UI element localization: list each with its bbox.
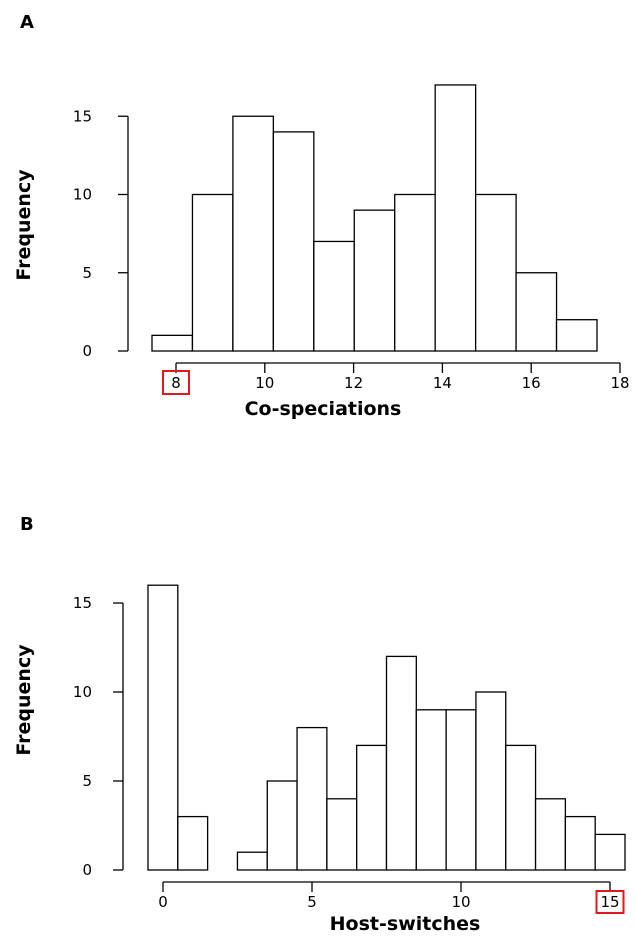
histogram-bar: [564, 815, 596, 871]
histogram-bar: [313, 240, 355, 352]
x-tick-label: 12: [344, 374, 363, 392]
histogram-bar: [594, 833, 626, 871]
histogram-bar: [555, 319, 598, 352]
highlight-box: [595, 890, 625, 914]
y-axis-title: Frequency: [13, 169, 35, 281]
x-tick-label: 8: [171, 374, 181, 392]
histogram-bar: [415, 709, 447, 871]
histogram-bar: [385, 655, 417, 871]
histogram-bar: [445, 709, 477, 871]
histogram-bar: [353, 209, 396, 352]
histogram-bar: [236, 851, 268, 871]
panel-label: B: [20, 514, 34, 535]
y-tick-label: 0: [82, 861, 92, 879]
x-tick-label: 0: [158, 893, 168, 911]
x-tick-label: 16: [522, 374, 541, 392]
histogram-bar: [434, 84, 477, 352]
histogram-bar: [356, 744, 388, 871]
histogram-bar: [266, 780, 298, 871]
histogram-bar: [394, 193, 436, 352]
y-tick-label: 15: [73, 594, 92, 612]
histogram-bar: [296, 726, 328, 871]
histogram-panel-b: B 0 5 10 15 0 5 10 15 Host-switches Frequency: [13, 514, 626, 935]
histogram-bar: [505, 744, 537, 871]
highlight-box: [162, 370, 190, 395]
histogram-bar: [191, 193, 234, 352]
histogram-panel-a: A 0 5 10 15 8 10 12 14 16 18 Co-speciations Frequenc…: [13, 12, 630, 420]
x-tick-label: 18: [610, 374, 629, 392]
y-tick-label: 5: [82, 772, 92, 790]
y-tick-label: 15: [73, 107, 92, 125]
x-tick-label: 5: [307, 893, 317, 911]
x-axis-title: Host-switches: [330, 913, 481, 935]
x-tick-label: 14: [433, 374, 452, 392]
histogram-bar: [177, 815, 209, 871]
y-tick-label: 0: [82, 342, 92, 360]
y-tick-label: 10: [73, 683, 92, 701]
histogram-bar: [475, 691, 507, 871]
x-tick-label: 10: [255, 374, 274, 392]
panel-label: A: [20, 12, 34, 33]
histogram-bar: [272, 131, 315, 352]
histogram-bar: [151, 334, 194, 352]
x-tick-label: 15: [600, 893, 619, 911]
y-axis-title: Frequency: [13, 644, 35, 756]
histogram-bar: [326, 798, 358, 871]
histogram-bar: [147, 584, 179, 871]
histogram-bar: [515, 272, 558, 352]
histogram-bar: [474, 193, 517, 352]
x-axis-title: Co-speciations: [245, 398, 402, 420]
histogram-bar: [534, 798, 567, 871]
histogram-bar: [232, 115, 275, 352]
y-tick-label: 10: [73, 186, 92, 204]
y-tick-label: 5: [82, 264, 92, 282]
x-tick-label: 10: [451, 893, 470, 911]
